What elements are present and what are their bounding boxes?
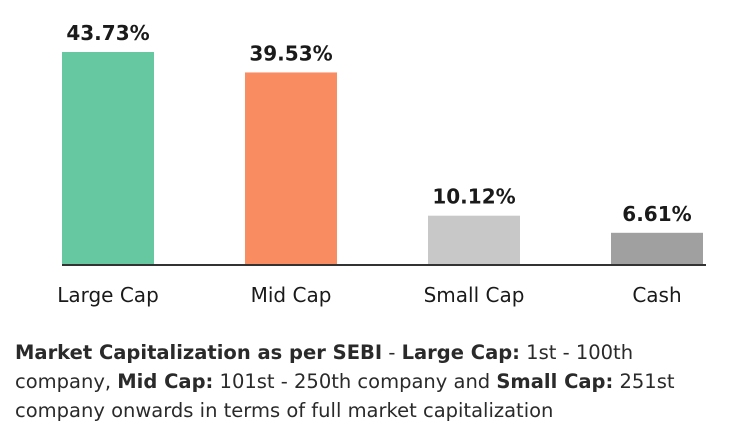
- category-label-large-cap: Large Cap: [57, 283, 159, 307]
- footnote-term-market-cap: Market Capitalization as per SEBI: [15, 341, 383, 364]
- market-cap-footnote: Market Capitalization as per SEBI - Larg…: [15, 338, 735, 425]
- value-label-cash: 6.61%: [622, 202, 691, 226]
- bar-chart: 43.73% Large Cap 39.53% Mid Cap 10.12% Small …: [57, 21, 706, 307]
- value-label-large-cap: 43.73%: [66, 21, 149, 45]
- bar-cash: [611, 232, 703, 265]
- footnote-term-mid-cap: Mid Cap:: [117, 370, 214, 393]
- footnote-term-small-cap: Small Cap:: [496, 370, 614, 393]
- footnote-mid-cap-desc: 101st - 250th company and: [213, 370, 497, 393]
- footnote-small-cap-desc: 251st company onwards in terms of full m…: [15, 370, 675, 422]
- labels-layer: 43.73% Large Cap 39.53% Mid Cap 10.12% Small …: [57, 21, 691, 307]
- category-label-small-cap: Small Cap: [424, 283, 525, 307]
- value-label-small-cap: 10.12%: [432, 185, 515, 209]
- category-label-mid-cap: Mid Cap: [251, 283, 332, 307]
- bar-large-cap: [62, 52, 154, 265]
- bar-small-cap: [428, 215, 520, 265]
- category-label-cash: Cash: [632, 283, 681, 307]
- footnote-separator: -: [382, 341, 402, 364]
- bar-mid-cap: [245, 72, 337, 265]
- footnote-large-cap-desc: 1st - 100th company,: [15, 341, 634, 393]
- footnote-term-large-cap: Large Cap:: [401, 341, 520, 364]
- value-label-mid-cap: 39.53%: [249, 41, 332, 65]
- bars-layer: [62, 52, 703, 265]
